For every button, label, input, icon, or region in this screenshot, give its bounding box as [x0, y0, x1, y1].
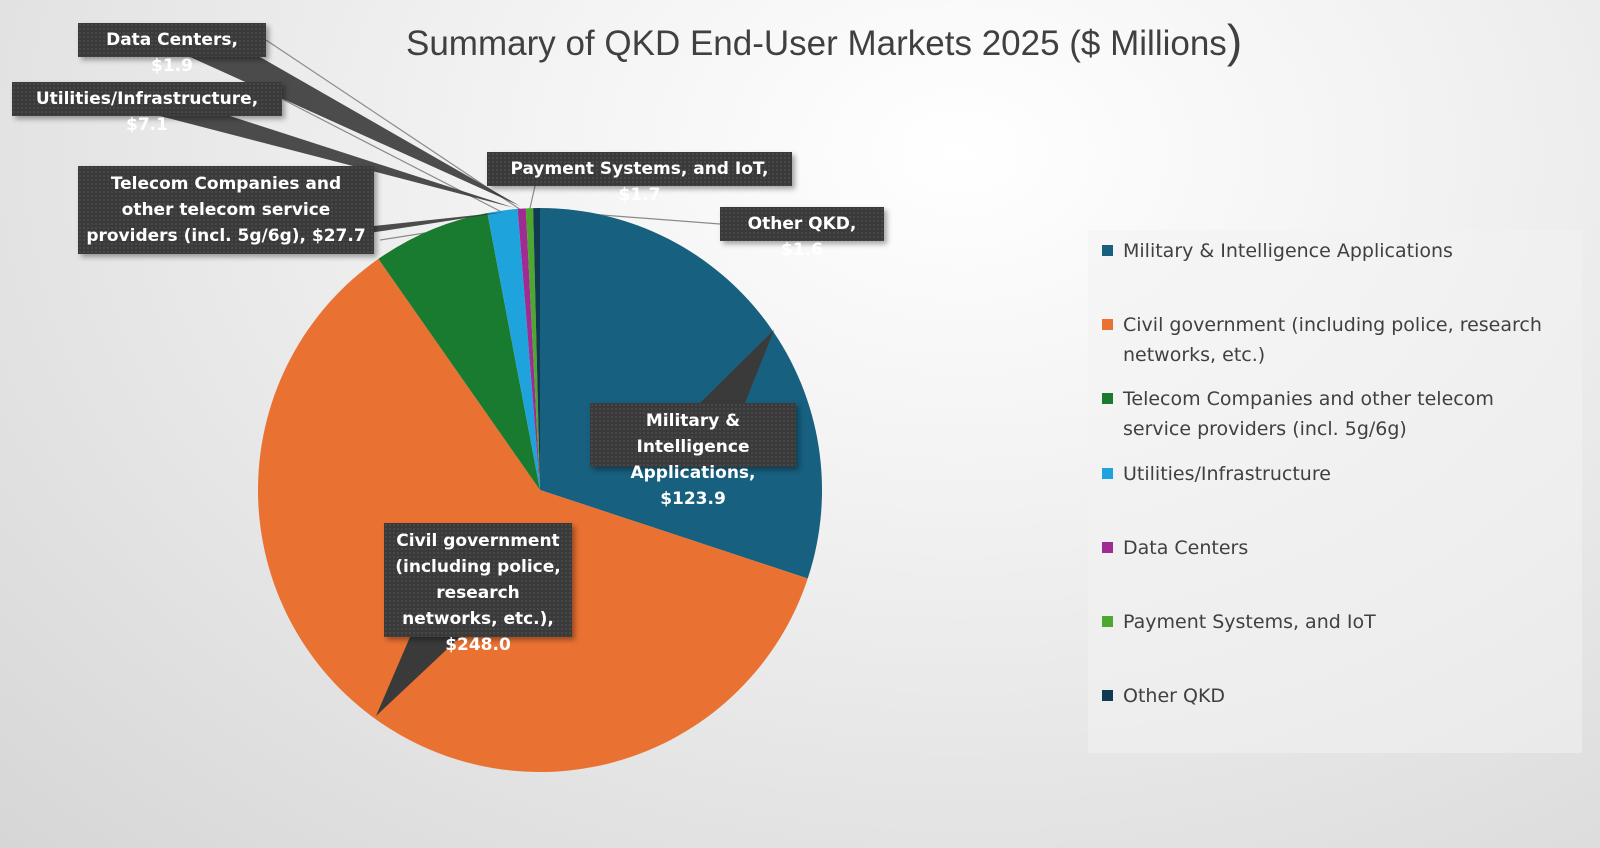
leader-line-data-centers — [265, 39, 523, 212]
pie-slice-military-intelligence-applications[interactable] — [540, 208, 823, 579]
legend-swatch — [1102, 468, 1113, 479]
leader-line-payment-systems-and-iot — [528, 185, 536, 211]
legend-label: Data Centers — [1123, 537, 1249, 559]
legend-swatch — [1102, 690, 1113, 701]
legend-swatch — [1102, 393, 1113, 404]
callout-pointer-civil-government-including-police-research-networks-etc — [376, 637, 460, 716]
data-label-telecom-companies-and-other-telecom-service-providers-incl-5g-6g: Telecom Companies and other telecom serv… — [78, 166, 374, 254]
legend-label: Other QKD — [1123, 685, 1226, 707]
pie-slice-utilities-infrastructure[interactable] — [487, 208, 540, 490]
leader-line-telecom-companies-and-other-telecom-service-providers-incl-5g-6g — [379, 231, 432, 241]
pie-slice-data-centers[interactable] — [517, 208, 540, 491]
legend-label: Telecom Companies and other telecom serv… — [1123, 388, 1494, 440]
callout-pointer-military-intelligence-applications — [700, 330, 774, 403]
data-label-data-centers: Data Centers, $1.9 — [78, 23, 266, 76]
pie-slice-other-qkd[interactable] — [533, 207, 540, 491]
legend-swatch — [1102, 245, 1113, 256]
chart-title: Summary of QKD End-User Markets 2025 ($ … — [406, 14, 1242, 68]
pie-slice-telecom-companies-and-other-telecom-service-providers-incl-5g-6g[interactable] — [378, 212, 540, 490]
legend: Military & Intelligence Applications Civi… — [1088, 230, 1582, 753]
pie-slices — [258, 207, 823, 772]
data-label-civil-government-including-police-research-networks-etc: Civil government (including police, rese… — [384, 523, 572, 655]
pie-slice-payment-systems-and-iot[interactable] — [525, 208, 540, 490]
chart-title-paren: ) — [1226, 15, 1243, 67]
data-label-utilities-infrastructure: Utilities/Infrastructure, $7.1 — [12, 82, 282, 135]
legend-swatch — [1102, 616, 1113, 627]
legend-label: Payment Systems, and IoT — [1123, 611, 1376, 633]
data-label-military-intelligence-applications: Military & Intelligence Applications, $1… — [590, 403, 796, 509]
chart-title-text: Summary of QKD End-User Markets 2025 ($ … — [406, 24, 1227, 63]
legend-label: Utilities/Infrastructure — [1123, 463, 1331, 485]
legend-swatch — [1102, 542, 1113, 553]
legend-label: Military & Intelligence Applications — [1123, 240, 1453, 262]
legend-swatch — [1102, 319, 1113, 330]
callout-wedge-1 — [160, 116, 515, 208]
legend-label: Civil government (including police, rese… — [1123, 314, 1542, 366]
data-label-payment-systems-and-iot: Payment Systems, and IoT, $1.7 — [487, 152, 792, 205]
data-label-other-qkd: Other QKD, $1.6 — [720, 207, 884, 260]
pie-slice-civil-government-including-police-research-networks-etc[interactable] — [258, 258, 808, 772]
